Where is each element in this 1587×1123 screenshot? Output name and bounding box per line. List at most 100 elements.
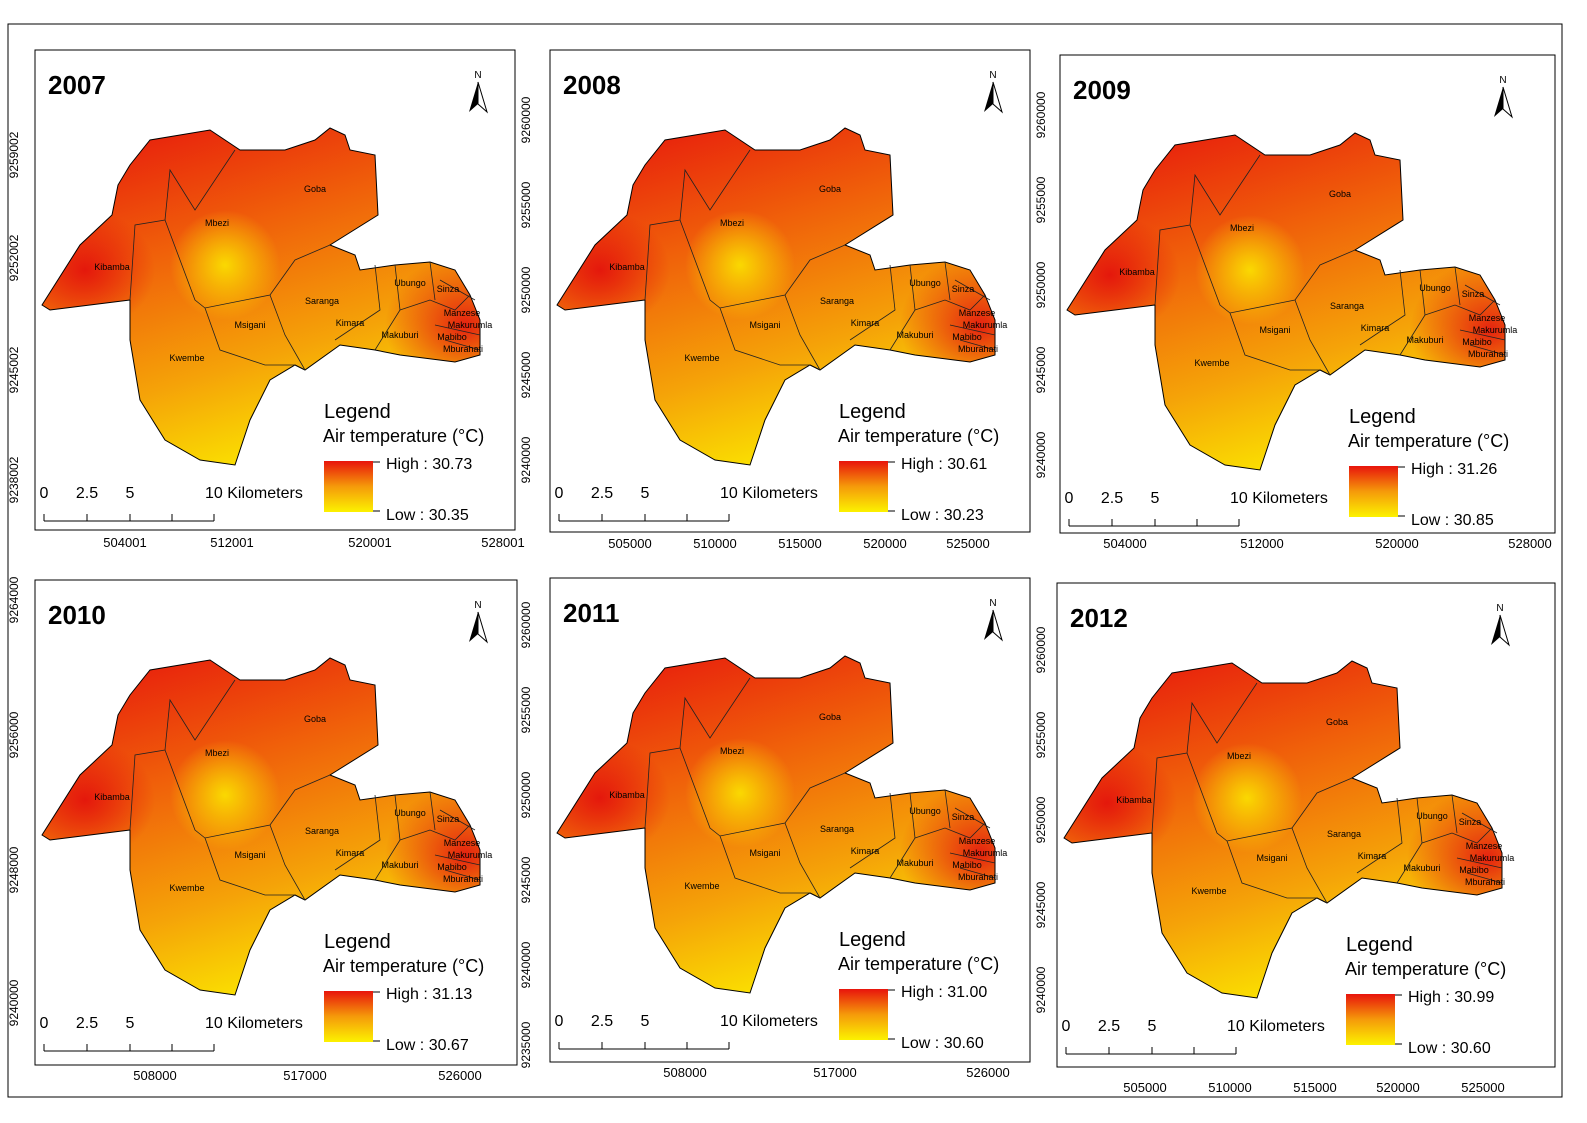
y-tick-label: 9238002 xyxy=(7,456,21,503)
legend-high: High : 31.26 xyxy=(1411,461,1497,478)
place-label: Kibamba xyxy=(94,792,130,802)
year-title: 2009 xyxy=(1073,75,1131,105)
district-boundary xyxy=(784,822,821,899)
y-tick-label: 9260000 xyxy=(519,601,533,648)
legend-high: High : 30.61 xyxy=(901,456,987,473)
district-boundary xyxy=(334,264,381,341)
place-label: Makuburi xyxy=(1403,863,1440,873)
x-tick-label: 520000 xyxy=(863,536,906,551)
y-tick-label: 9264000 xyxy=(7,576,21,623)
x-tick-label: 517000 xyxy=(283,1068,326,1083)
place-label: Goba xyxy=(819,184,841,194)
year-title: 2011 xyxy=(563,598,619,628)
district-boundary xyxy=(944,789,996,879)
x-tick-label: 517000 xyxy=(813,1065,856,1080)
legend-low: Low : 30.60 xyxy=(1408,1040,1491,1057)
district-boundary xyxy=(944,261,996,351)
scale-label: 5 xyxy=(1151,490,1160,507)
legend-title: Legend xyxy=(839,929,906,951)
place-label: Kwembe xyxy=(684,881,719,891)
district-boundary xyxy=(644,149,751,301)
north-arrow xyxy=(469,82,478,112)
district-boundary xyxy=(429,791,481,881)
scale-label: 5 xyxy=(126,1015,135,1032)
y-tick-label: 9240000 xyxy=(519,436,533,483)
scale-label: 2.5 xyxy=(591,1013,613,1030)
x-tick-label: 512000 xyxy=(1240,536,1283,551)
district-boundary xyxy=(399,294,471,311)
y-tick-label: 9245000 xyxy=(1034,881,1048,928)
scale-label: 10 Kilometers xyxy=(1227,1018,1325,1035)
place-label: Makurumla xyxy=(963,848,1008,858)
place-label: Sinza xyxy=(1462,289,1485,299)
north-label: N xyxy=(989,598,996,609)
legend-low: Low : 30.85 xyxy=(1411,512,1494,529)
place-label: Mabibo xyxy=(952,860,982,870)
place-label: Goba xyxy=(819,712,841,722)
place-label: Mabibo xyxy=(1459,865,1489,875)
place-label: Msigani xyxy=(1256,853,1287,863)
scale-label: 0 xyxy=(1065,490,1074,507)
place-label: Mbezi xyxy=(720,218,744,228)
scale-label: 0 xyxy=(40,1015,49,1032)
place-label: Sinza xyxy=(952,812,975,822)
district-boundary xyxy=(269,294,306,371)
year-title: 2008 xyxy=(563,70,621,100)
y-tick-label: 9250000 xyxy=(519,266,533,313)
cool-zone xyxy=(1195,215,1305,325)
place-label: Makurumla xyxy=(1470,853,1515,863)
x-tick-label: 525000 xyxy=(946,536,989,551)
cool-zone xyxy=(1192,743,1302,853)
place-label: Manzese xyxy=(444,838,481,848)
place-label: Sinza xyxy=(1459,817,1482,827)
x-tick-label: 528001 xyxy=(481,535,524,550)
legend-high: High : 30.99 xyxy=(1408,989,1494,1006)
place-label: Kibamba xyxy=(94,262,130,272)
district-boundary xyxy=(1226,840,1317,899)
cool-zone xyxy=(170,740,280,850)
place-label: Ubungo xyxy=(909,806,941,816)
place-label: Saranga xyxy=(1327,829,1361,839)
district-boundary xyxy=(849,264,896,341)
district-boundary xyxy=(204,307,295,366)
place-label: Kimara xyxy=(851,846,880,856)
x-tick-label: 528000 xyxy=(1508,536,1551,551)
district-boundary xyxy=(1151,682,1258,834)
place-label: Mbezi xyxy=(720,746,744,756)
scale-label: 5 xyxy=(641,1013,650,1030)
legend-low: Low : 30.60 xyxy=(901,1035,984,1052)
place-label: Sinza xyxy=(437,284,460,294)
scale-label: 2.5 xyxy=(76,485,98,502)
y-tick-label: 9255000 xyxy=(1034,176,1048,223)
place-label: Sinza xyxy=(437,814,460,824)
place-label: Kwembe xyxy=(684,353,719,363)
scale-label: 10 Kilometers xyxy=(720,485,818,502)
place-label: Manzese xyxy=(1466,841,1503,851)
legend-subtitle: Air temperature (°C) xyxy=(838,426,999,446)
y-tick-label: 9250000 xyxy=(1034,796,1048,843)
place-label: Ubungo xyxy=(394,808,426,818)
scale-label: 10 Kilometers xyxy=(205,1015,303,1032)
place-label: Manzese xyxy=(444,308,481,318)
north-arrow xyxy=(1491,615,1500,645)
district-boundary xyxy=(1291,827,1328,904)
place-label: Kibamba xyxy=(609,790,645,800)
place-label: Saranga xyxy=(305,296,339,306)
y-tick-label: 9256000 xyxy=(7,711,21,758)
scale-label: 2.5 xyxy=(1098,1018,1120,1035)
place-label: Makurumla xyxy=(1473,325,1518,335)
district-boundary xyxy=(914,294,986,311)
place-label: Kibamba xyxy=(1119,267,1155,277)
x-tick-label: 526000 xyxy=(966,1065,1009,1080)
place-label: Mabibo xyxy=(1462,337,1492,347)
place-label: Mabibo xyxy=(437,862,467,872)
district-boundary xyxy=(334,794,381,871)
scale-label: 5 xyxy=(126,485,135,502)
legend-title: Legend xyxy=(839,401,906,423)
x-tick-label: 515000 xyxy=(1293,1080,1336,1095)
place-label: Msigani xyxy=(749,848,780,858)
district-boundary xyxy=(1421,827,1493,844)
district-boundary xyxy=(1154,154,1261,306)
place-label: Makuburi xyxy=(1406,335,1443,345)
